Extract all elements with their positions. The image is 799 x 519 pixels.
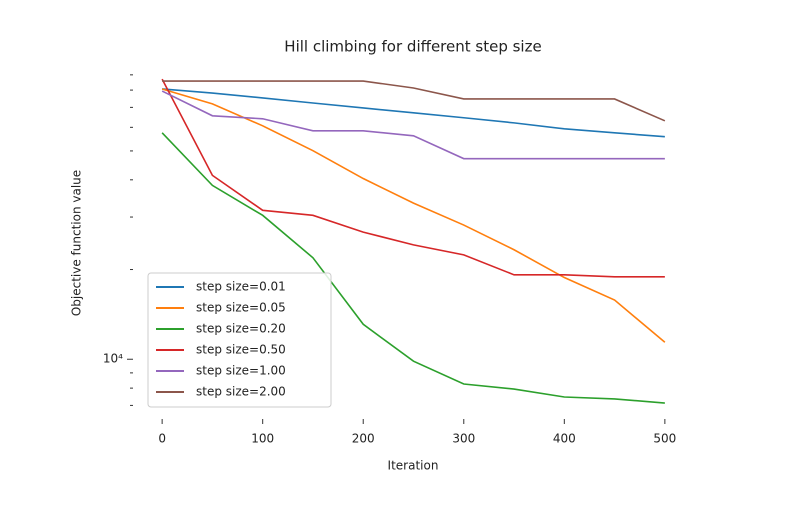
data-line [161,90,665,160]
legend-label: step size=0.20 [196,322,286,336]
x-tick-label: 100 [251,432,274,446]
legend-label: step size=0.01 [196,280,286,294]
x-tick-label: 0 [158,432,166,446]
data-line [162,88,665,138]
legend-label: step size=0.05 [196,301,286,315]
legend-label: step size=1.00 [196,364,286,378]
legend-label: step size=2.00 [196,385,286,399]
legend: step size=0.01 step size=0.05 step size=0.… [147,272,332,408]
x-tick-label: 500 [653,432,676,446]
data-line [161,78,665,278]
chart-title: Hill climbing for different step size [284,38,541,56]
data-line [161,132,665,404]
legend-frame [147,272,332,408]
legend-label: step size=0.50 [196,343,286,357]
x-tick-label: 200 [352,432,375,446]
y-tick-label: 10⁴ [103,352,123,366]
y-axis-label: Objective function value [70,170,84,316]
x-tick-label: 300 [452,432,475,446]
x-axis-label: Iteration [388,459,439,473]
x-tick-label: 400 [553,432,576,446]
data-line [162,80,666,122]
